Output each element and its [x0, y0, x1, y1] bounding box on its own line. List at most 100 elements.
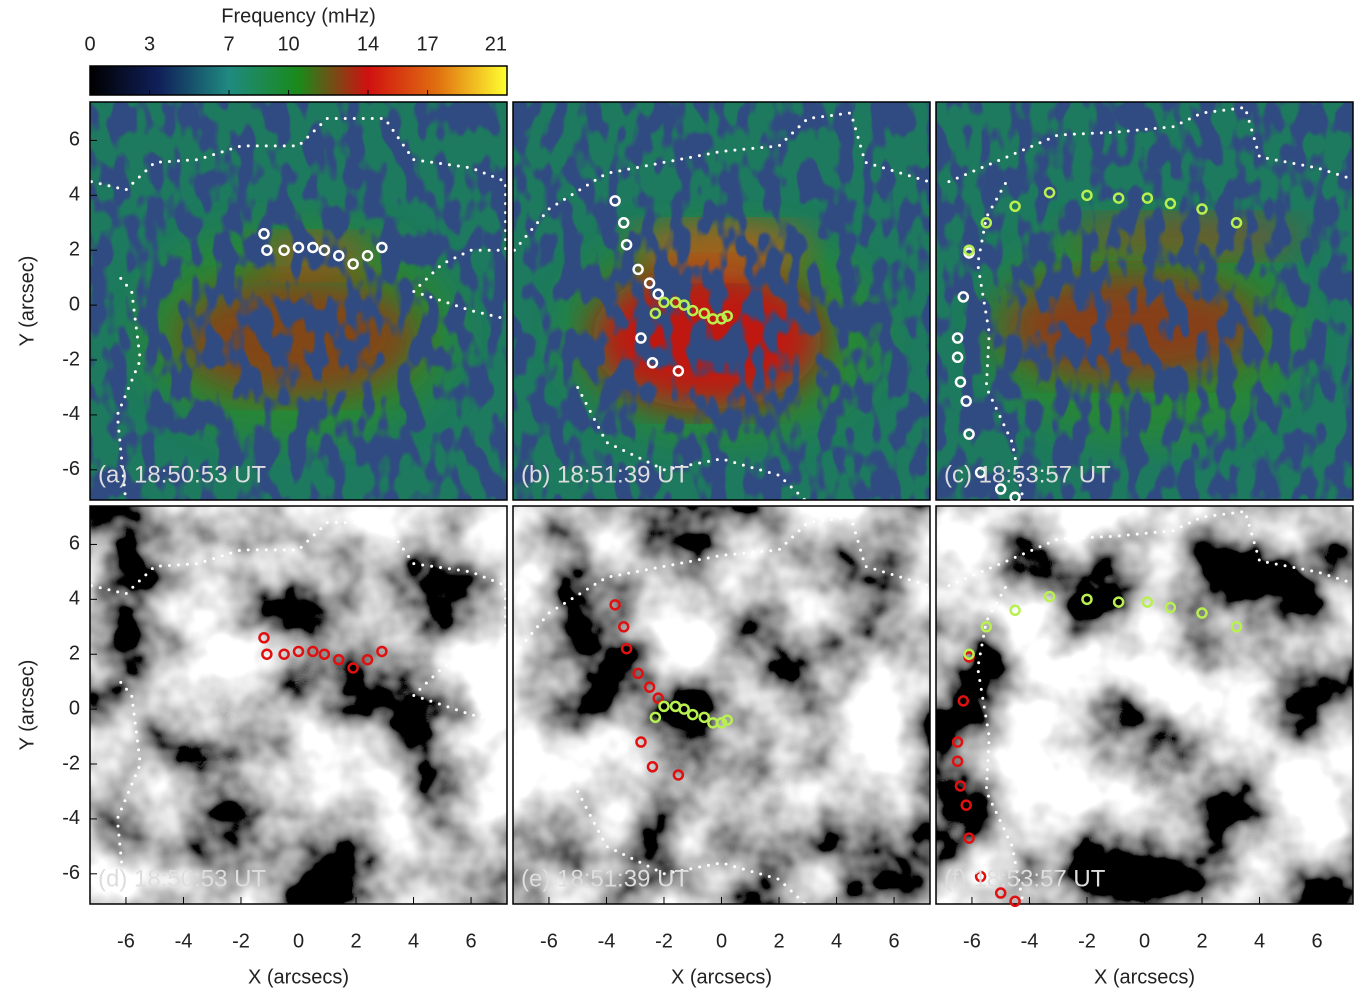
- marker: [646, 761, 659, 773]
- marker: [1081, 189, 1093, 202]
- marker: [963, 428, 975, 440]
- panel-frame: [935, 101, 1354, 501]
- marker: [957, 695, 970, 707]
- y-axis-label: Y (arcsec): [16, 660, 38, 751]
- y-tick-label: 2: [69, 643, 80, 665]
- x-tick-label: 6: [1311, 930, 1322, 952]
- marker: [376, 241, 388, 254]
- marker: [698, 711, 710, 724]
- marker: [960, 799, 972, 811]
- marker: [686, 708, 699, 721]
- marker: [652, 692, 664, 704]
- x-tick-label: -4: [598, 930, 616, 952]
- panel-bg: [513, 506, 930, 904]
- marker: [960, 395, 972, 407]
- marker: [721, 310, 734, 322]
- marker: [954, 780, 967, 792]
- panel-label: (e) 18:51:39 UT: [521, 865, 689, 892]
- x-tick-label: -6: [963, 930, 981, 952]
- x-tick-label: 2: [773, 930, 784, 952]
- marker: [1141, 596, 1154, 608]
- marker: [686, 304, 699, 317]
- marker: [1043, 186, 1056, 199]
- panel: [936, 102, 1353, 500]
- x-tick-label: 0: [293, 930, 304, 952]
- marker: [1009, 604, 1021, 617]
- x-tick-label: 0: [1139, 930, 1150, 952]
- marker: [649, 711, 662, 724]
- x-tick-label: -2: [1078, 930, 1096, 952]
- y-tick-label: 4: [69, 588, 80, 610]
- x-tick-label: 4: [1254, 930, 1265, 952]
- x-tick-label: 4: [831, 930, 842, 952]
- x-tick-label: 6: [888, 930, 899, 952]
- x-tick-label: 6: [465, 930, 476, 952]
- y-axis-label: Y (arcsec): [16, 256, 38, 347]
- panel-bg: [936, 506, 1353, 904]
- marker: [632, 667, 644, 680]
- marker: [652, 288, 664, 300]
- x-tick-label: 0: [716, 930, 727, 952]
- contour: [513, 515, 930, 656]
- colorbar: [89, 65, 508, 96]
- panel: [936, 506, 1353, 904]
- y-tick-label: -6: [62, 862, 80, 884]
- marker: [672, 365, 685, 377]
- y-tick-label: -6: [62, 458, 80, 480]
- marker: [361, 249, 374, 262]
- marker: [258, 228, 270, 240]
- marker: [951, 736, 964, 748]
- marker: [951, 755, 964, 768]
- marker: [258, 632, 270, 644]
- panel: [90, 506, 507, 904]
- marker: [678, 703, 690, 715]
- marker: [963, 832, 975, 844]
- marker: [974, 870, 987, 883]
- panel-label: (f) 18:53:57 UT: [944, 865, 1106, 892]
- contour: [513, 111, 930, 252]
- y-tick-label: -4: [62, 807, 80, 829]
- marker: [261, 244, 273, 256]
- contour: [90, 520, 507, 725]
- marker: [617, 621, 630, 633]
- noise: [936, 102, 1353, 500]
- colorbar-tick-label: 17: [416, 33, 438, 55]
- panel: [513, 102, 930, 500]
- colorbar-title: Frequency (mHz): [221, 5, 375, 27]
- panel: [513, 506, 930, 904]
- panel-frame: [89, 101, 508, 501]
- marker: [361, 653, 374, 666]
- marker: [1196, 203, 1208, 215]
- x-tick-label: -4: [1021, 930, 1039, 952]
- y-tick-label: 6: [69, 533, 80, 555]
- marker: [1009, 200, 1021, 213]
- marker: [646, 357, 659, 369]
- marker: [307, 241, 319, 254]
- marker: [672, 769, 685, 781]
- marker: [278, 244, 290, 256]
- panel-frame: [512, 101, 931, 501]
- marker: [376, 645, 388, 658]
- marker: [307, 645, 319, 658]
- x-tick-label: 2: [350, 930, 361, 952]
- marker: [609, 195, 621, 207]
- marker: [980, 621, 993, 633]
- y-tick-label: 6: [69, 129, 80, 151]
- marker: [278, 648, 290, 660]
- marker: [635, 332, 647, 344]
- marker: [1164, 197, 1177, 210]
- marker: [1141, 192, 1154, 204]
- x-axis-label: X (arcsecs): [1094, 966, 1195, 988]
- marker: [347, 258, 359, 270]
- marker: [1196, 607, 1208, 619]
- marker: [963, 648, 975, 660]
- marker: [994, 887, 1007, 899]
- colorbar-tick-label: 3: [144, 33, 155, 55]
- marker: [318, 244, 331, 256]
- marker: [333, 249, 345, 262]
- marker: [1081, 593, 1093, 606]
- marker: [715, 717, 728, 729]
- y-tick-label: 0: [69, 697, 80, 719]
- y-tick-label: -2: [62, 348, 80, 370]
- marker: [333, 653, 345, 666]
